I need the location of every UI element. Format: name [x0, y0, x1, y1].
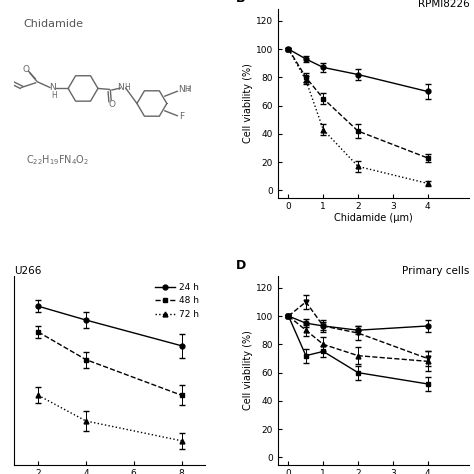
Text: F: F — [179, 112, 184, 121]
Text: B: B — [236, 0, 246, 5]
X-axis label: Chidamide (μm): Chidamide (μm) — [334, 213, 413, 223]
Text: O: O — [109, 100, 116, 109]
Text: C$_{22}$H$_{19}$FN$_{4}$O$_{2}$: C$_{22}$H$_{19}$FN$_{4}$O$_{2}$ — [26, 153, 89, 167]
Legend: 24 h, 48 h, 72 h: 24 h, 48 h, 72 h — [153, 281, 201, 320]
Text: Chidamide: Chidamide — [24, 19, 84, 29]
Text: N: N — [49, 83, 56, 92]
Text: 2: 2 — [186, 86, 191, 91]
Y-axis label: Cell viability (%): Cell viability (%) — [243, 330, 253, 410]
Text: RPMI8226: RPMI8226 — [418, 0, 469, 9]
Text: Primary cells: Primary cells — [402, 266, 469, 276]
Text: NH: NH — [178, 85, 192, 94]
Text: O: O — [23, 65, 29, 74]
Text: U266: U266 — [14, 266, 42, 276]
Text: H: H — [52, 91, 57, 100]
Text: N: N — [118, 82, 124, 91]
Text: H: H — [124, 82, 130, 91]
Y-axis label: Cell viability (%): Cell viability (%) — [243, 64, 253, 144]
Text: D: D — [236, 259, 246, 272]
